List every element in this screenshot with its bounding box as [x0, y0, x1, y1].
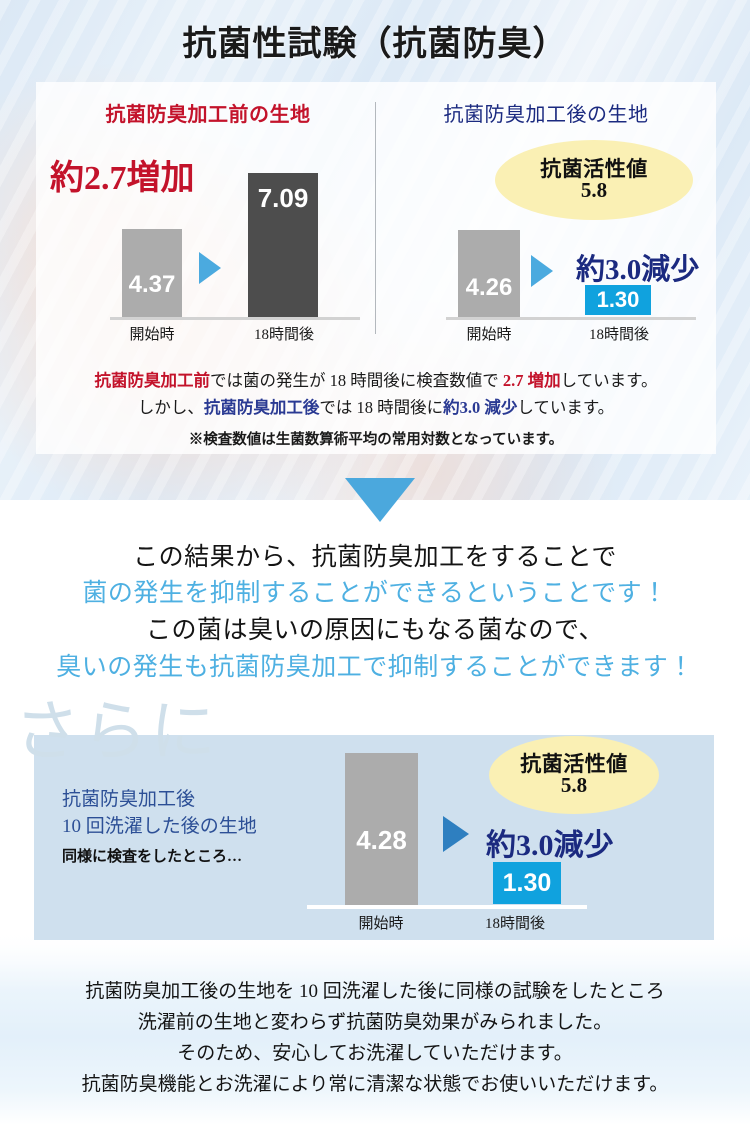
- bar-washing-18h-value-box: 1.30: [493, 862, 561, 904]
- chart-after-callout: 約3.0減少: [576, 254, 700, 286]
- washing-label-line1: 抗菌防臭加工後: [62, 789, 196, 810]
- washing-sublabel: 同様に検査をしたところ…: [62, 849, 243, 865]
- xlabel-after-18h: 18時間後: [588, 327, 649, 343]
- bottom-text-line-2: 洗濯前の生地と変わらず抗菌防臭効果がみられました。: [137, 1012, 613, 1033]
- bottom-text-line-4: 抗菌防臭機能とお洗濯により常に清潔な状態でお使いいただけます。: [81, 1074, 669, 1095]
- chart-washing-baseline: [307, 905, 587, 909]
- bar-before-start: 4.37: [122, 229, 182, 317]
- caption-2-highlight-after: 抗菌防臭加工後: [203, 398, 320, 417]
- badge-value: 5.8: [560, 773, 588, 797]
- xlabel-after-start: 開始時: [466, 327, 512, 343]
- bar-value-before-18h: 7.09: [257, 183, 309, 213]
- antibacterial-value-badge: 抗菌活性値 5.8: [489, 736, 659, 814]
- sarani-heading: さらに: [14, 696, 218, 769]
- bar-value-before-start: 4.37: [128, 271, 176, 298]
- caption-1-text-a: では菌の発生が 18 時間後に検査数値で: [210, 371, 503, 390]
- xlabel-washing-18h: 18時間後: [484, 916, 545, 932]
- right-arrow-icon: [199, 252, 221, 284]
- conclusion-line-3: この菌は臭いの原因にもなる菌なので、: [145, 617, 604, 644]
- badge-label: 抗菌活性値: [540, 156, 648, 181]
- background-fade-overlay: [0, 930, 750, 990]
- badge-value: 5.8: [580, 178, 608, 202]
- chart-washing-callout: 約3.0減少: [486, 829, 614, 862]
- conclusion-line-1: この結果から、抗菌防臭加工をすることで: [133, 544, 617, 571]
- badge-label: 抗菌活性値: [520, 751, 628, 776]
- measurement-note: ※検査数値は生菌数算術平均の常用対数となっています。: [188, 432, 564, 448]
- caption-1-highlight-delta: 2.7 増加: [502, 371, 561, 390]
- chart-before-callout: 約2.7増加: [50, 160, 195, 197]
- bar-value-after-start: 4.26: [465, 274, 513, 301]
- caption-1-highlight-before: 抗菌防臭加工前: [94, 371, 211, 390]
- conclusion-line-2: 菌の発生を抑制することができるということです！: [82, 580, 668, 607]
- bar-before-18h: 7.09: [248, 173, 318, 317]
- caption-line-2: しかし、抗菌防臭加工後では 18 時間後に約3.0 減少しています。: [36, 395, 716, 421]
- caption-1-text-b: しています。: [560, 371, 658, 390]
- caption-line-1: 抗菌防臭加工前では菌の発生が 18 時間後に検査数値で 2.7 増加しています。: [36, 368, 716, 394]
- xlabel-before-18h: 18時間後: [253, 327, 314, 343]
- caption-2-text-a: しかし、: [137, 398, 204, 417]
- right-arrow-icon: [443, 816, 469, 852]
- washing-label-line2: 10 回洗濯した後の生地: [62, 816, 257, 837]
- right-arrow-icon: [531, 255, 553, 287]
- bar-after-18h-value-box: 1.30: [585, 285, 651, 315]
- bottom-text-line-1: 抗菌防臭加工後の生地を 10 回洗濯した後に同様の試験をしたところ: [85, 981, 665, 1002]
- chart-before-heading: 抗菌防臭加工前の生地: [105, 104, 311, 126]
- chart-before-baseline: [110, 317, 360, 320]
- chart-after-treatment: 抗菌防臭加工後の生地 抗菌活性値 5.8 4.26 約3.0減少 1.30 開始…: [390, 98, 702, 343]
- bar-after-start: 4.26: [458, 230, 520, 317]
- xlabel-before-start: 開始時: [129, 327, 175, 343]
- chart-after-heading: 抗菌防臭加工後の生地: [443, 104, 649, 126]
- chart-before-treatment: 抗菌防臭加工前の生地 約2.7増加 4.37 7.09 開始時 18時間後: [50, 98, 364, 343]
- down-triangle-icon: [345, 478, 415, 522]
- conclusion-line-4: 臭いの発生も抗菌防臭加工で抑制することができます！: [56, 654, 694, 681]
- bar-value-washing-start: 4.28: [356, 825, 407, 855]
- panel-divider: [375, 102, 376, 334]
- chart-after-washing: 4.28 抗菌活性値 5.8 約3.0減少 1.30 開始時 18時間後: [290, 736, 710, 940]
- middle-background: [0, 500, 750, 712]
- antibacterial-value-badge: 抗菌活性値 5.8: [495, 140, 693, 220]
- caption-2-text-c: しています。: [517, 398, 615, 417]
- chart-after-baseline: [446, 317, 696, 320]
- caption-2-highlight-delta: 約3.0 減少: [443, 398, 518, 417]
- caption-2-text-b: では 18 時間後に: [319, 398, 444, 417]
- xlabel-washing-start: 開始時: [358, 916, 404, 932]
- bottom-text-line-3: そのため、安心してお洗濯していただけます。: [177, 1043, 573, 1064]
- page-title: 抗菌性試験（抗菌防臭）: [182, 26, 568, 63]
- bar-washing-start: 4.28: [345, 753, 418, 905]
